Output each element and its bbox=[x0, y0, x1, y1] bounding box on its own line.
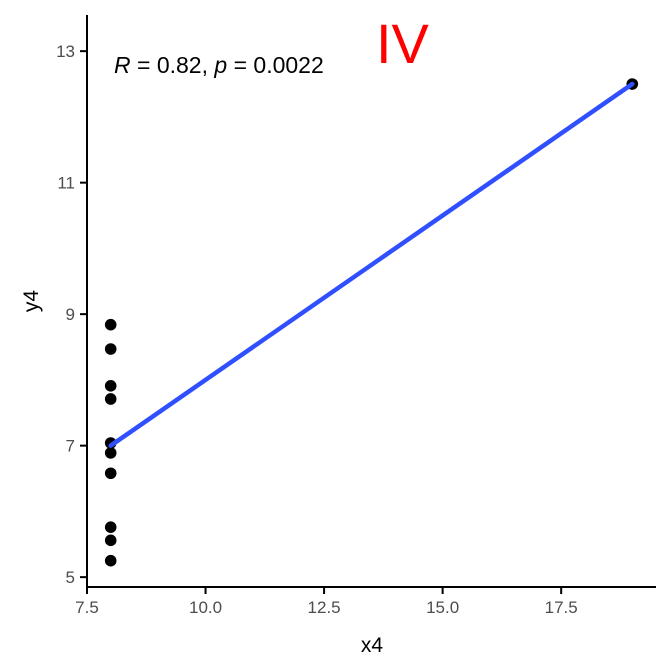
scatter-point bbox=[104, 534, 117, 547]
regression-line bbox=[108, 81, 635, 448]
p-symbol: p bbox=[213, 52, 227, 78]
r-symbol: R bbox=[114, 52, 131, 78]
x-axis-title: x4 bbox=[361, 634, 384, 657]
scatter-points bbox=[104, 78, 639, 567]
y-axis-ticks: 5 7 9 11 13 bbox=[56, 42, 87, 587]
panel-label: IV bbox=[376, 12, 430, 75]
x-axis-ticks: 7.5 10.0 12.5 15.0 17.5 bbox=[75, 587, 578, 617]
x-tick-label: 12.5 bbox=[308, 598, 341, 617]
y-tick-label: 7 bbox=[66, 437, 75, 456]
p-value: = 0.0022 bbox=[227, 52, 324, 78]
y-tick-label: 9 bbox=[66, 305, 75, 324]
y-tick-label: 11 bbox=[57, 174, 75, 193]
y-axis-title: y4 bbox=[20, 290, 43, 313]
r-value: = 0.82, bbox=[131, 52, 215, 78]
y-tick-label: 5 bbox=[66, 568, 75, 587]
scatter-point bbox=[104, 318, 117, 331]
y-tick-label: 13 bbox=[56, 42, 75, 61]
scatter-point bbox=[104, 521, 117, 533]
correlation-annotation: R = 0.82, p = 0.0022 bbox=[114, 52, 324, 78]
x-tick-label: 7.5 bbox=[75, 598, 99, 617]
scatter-point bbox=[104, 393, 117, 405]
x-tick-label: 10.0 bbox=[189, 598, 222, 617]
scatter-point bbox=[104, 467, 117, 480]
scatter-point bbox=[104, 380, 117, 392]
scatter-point bbox=[104, 447, 117, 459]
scatter-point bbox=[104, 343, 117, 355]
x-tick-label: 15.0 bbox=[426, 598, 459, 617]
x-tick-label: 17.5 bbox=[545, 598, 578, 617]
scatter-point bbox=[104, 554, 117, 567]
